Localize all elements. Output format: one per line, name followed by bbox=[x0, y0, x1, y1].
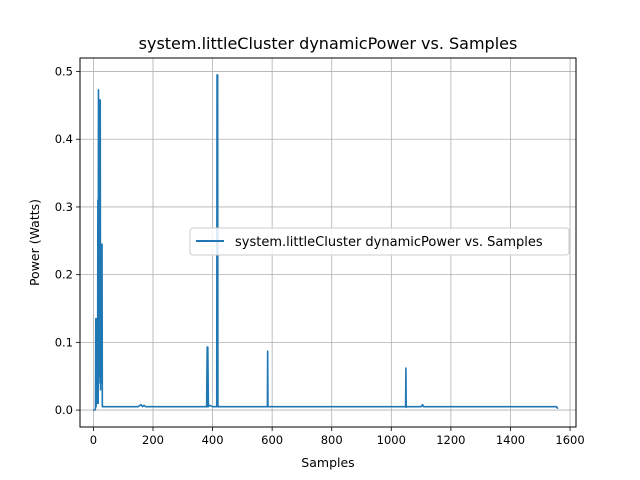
x-tick-label: 1600 bbox=[555, 433, 584, 447]
y-axis-label: Power (Watts) bbox=[27, 199, 42, 286]
y-tick-label: 0.3 bbox=[55, 200, 73, 214]
series-line bbox=[93, 74, 559, 411]
y-tick-label: 0.2 bbox=[55, 268, 73, 282]
legend-box bbox=[189, 227, 570, 256]
chart-title: system.littleCluster dynamicPower vs. Sa… bbox=[139, 34, 518, 53]
y-tick-label: 0.0 bbox=[55, 403, 73, 417]
y-axis-ticks: 0.0 0.1 0.2 0.3 0.4 0.5 bbox=[55, 65, 80, 417]
x-tick-label: 1000 bbox=[377, 433, 406, 447]
x-tick-label: 1400 bbox=[496, 433, 525, 447]
x-tick-label: 800 bbox=[321, 433, 343, 447]
x-tick-label: 0 bbox=[90, 433, 97, 447]
y-tick-label: 0.5 bbox=[55, 65, 73, 79]
series-layer bbox=[93, 74, 559, 411]
x-tick-label: 400 bbox=[202, 433, 224, 447]
grid bbox=[80, 58, 576, 427]
x-axis-label: Samples bbox=[301, 455, 354, 470]
legend: system.littleCluster dynamicPower vs. Sa… bbox=[189, 227, 570, 256]
x-tick-label: 200 bbox=[142, 433, 164, 447]
legend-label: system.littleCluster dynamicPower vs. Sa… bbox=[235, 235, 543, 250]
x-axis-ticks: 0 200 400 600 800 1000 1200 1400 1600 bbox=[90, 427, 585, 447]
x-tick-label: 600 bbox=[261, 433, 283, 447]
y-tick-label: 0.4 bbox=[55, 132, 73, 146]
y-tick-label: 0.1 bbox=[55, 335, 73, 349]
x-tick-label: 1200 bbox=[436, 433, 465, 447]
plot-frame bbox=[79, 57, 577, 428]
